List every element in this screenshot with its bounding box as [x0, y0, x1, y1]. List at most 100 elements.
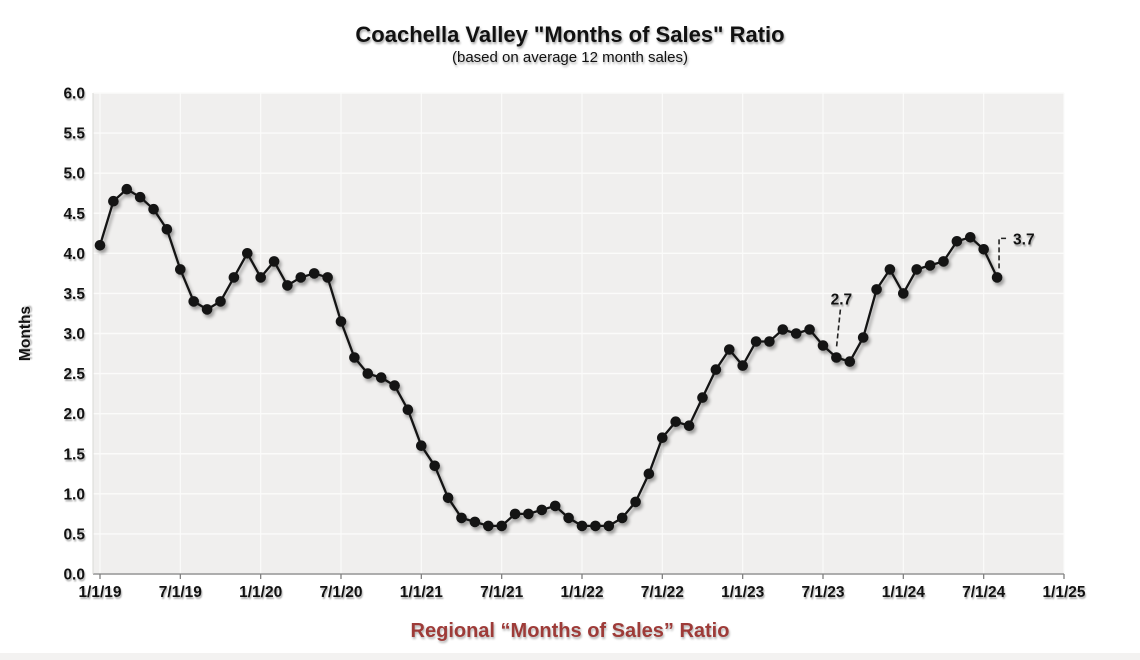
data-point-marker: [750, 336, 762, 347]
data-point-marker: [670, 416, 681, 428]
data-point-marker: [335, 316, 347, 327]
data-point-marker: [469, 516, 481, 528]
data-point-marker: [777, 324, 789, 335]
data-point-marker: [268, 256, 280, 267]
data-point-marker: [188, 296, 199, 307]
data-point-marker: [817, 340, 829, 351]
data-point-marker: [308, 268, 320, 279]
data-point-marker: [603, 520, 615, 532]
footer-label: Regional “Months of Sales” Ratio: [410, 620, 730, 642]
x-tick-label: 1/1/20: [239, 584, 282, 601]
data-point-marker: [965, 232, 976, 243]
data-point-marker: [871, 284, 882, 295]
annotation-leader: [998, 237, 1010, 269]
data-point-marker: [737, 360, 748, 371]
data-point-marker: [175, 264, 186, 275]
data-point-marker: [349, 352, 360, 363]
data-point-marker: [857, 332, 869, 343]
y-tick-label: 1.0: [63, 486, 85, 503]
data-point-marker: [590, 520, 601, 532]
data-point-marker: [509, 508, 521, 520]
data-point-marker: [844, 356, 856, 367]
data-point-marker: [322, 272, 333, 283]
y-tick-label: 5.0: [63, 166, 85, 183]
data-point-marker: [630, 496, 641, 508]
series-months-of-sales: [94, 183, 1003, 532]
data-point-marker: [456, 512, 467, 524]
x-tick-label: 7/1/19: [159, 584, 202, 601]
data-point-marker: [563, 512, 574, 524]
data-point-marker: [108, 195, 119, 207]
data-point-marker: [657, 432, 668, 444]
x-tick-label: 1/1/22: [560, 584, 603, 601]
data-point-marker: [536, 504, 548, 516]
data-point-marker: [951, 236, 963, 247]
y-tick-label: 6.0: [63, 86, 85, 103]
data-point-marker: [148, 203, 159, 215]
data-point-marker: [643, 468, 655, 480]
data-point-marker: [790, 328, 802, 339]
data-point-marker: [121, 183, 133, 195]
data-point-marker: [938, 256, 949, 267]
data-point-marker: [683, 420, 695, 432]
y-tick-label: 3.0: [63, 326, 85, 343]
y-tick-label: 4.0: [63, 246, 85, 263]
data-point-marker: [295, 272, 307, 283]
y-tick-label: 5.5: [63, 126, 85, 143]
data-point-marker: [898, 288, 909, 299]
x-tick-label: 1/1/23: [721, 584, 764, 601]
y-tick-label: 0.5: [63, 526, 85, 543]
x-tick-label: 1/1/19: [78, 584, 121, 601]
annotation-label: 2.7: [831, 292, 853, 309]
annotation-label: 3.7: [1013, 231, 1035, 248]
data-point-marker: [282, 280, 293, 291]
y-axis-title: Months: [17, 306, 34, 361]
data-point-marker: [215, 296, 226, 307]
x-tick-label: 1/1/21: [400, 584, 443, 601]
y-tick-label: 0.0: [63, 567, 85, 584]
x-tick-label: 7/1/23: [801, 584, 844, 601]
months-of-sales-line-chart: 1/1/19 7/1/19 1/1/20 7/1/20 1/1/21 7/1/21 1/1/…: [17, 86, 1086, 602]
data-point-marker: [375, 372, 387, 383]
y-tick-label: 3.5: [63, 286, 85, 303]
data-point-marker: [242, 248, 253, 259]
data-point-marker: [94, 240, 106, 251]
data-point-marker: [576, 520, 588, 532]
data-point-marker: [496, 520, 508, 532]
data-point-marker: [523, 508, 534, 520]
data-point-marker: [228, 272, 240, 283]
data-point-marker: [697, 392, 708, 403]
data-point-marker: [991, 272, 1003, 283]
x-tick-label: 7/1/22: [641, 584, 684, 601]
x-tick-label: 7/1/20: [319, 584, 362, 601]
data-point-marker: [911, 264, 922, 275]
bottom-edge-strip: [0, 653, 1140, 660]
data-point-marker: [161, 224, 173, 235]
y-tick-label: 4.5: [63, 206, 85, 223]
data-point-marker: [442, 492, 454, 504]
data-point-marker: [416, 440, 427, 452]
y-tick-label: 2.5: [63, 366, 85, 383]
data-point-marker: [764, 336, 775, 347]
x-tick-label: 1/1/24: [882, 584, 925, 601]
data-point-marker: [402, 404, 414, 416]
data-point-marker: [724, 344, 735, 355]
y-tick-label: 1.5: [63, 446, 85, 463]
annotation-leader: [835, 309, 842, 349]
data-point-marker: [884, 264, 896, 275]
data-point-marker: [134, 191, 146, 203]
data-point-marker: [616, 512, 628, 524]
x-tick-label: 7/1/21: [480, 584, 523, 601]
data-point-marker: [389, 380, 400, 391]
data-point-marker: [804, 324, 815, 335]
data-point-marker: [924, 260, 936, 271]
chart-subtitle: (based on average 12 month sales): [452, 49, 688, 66]
data-point-marker: [483, 520, 494, 532]
data-point-marker: [978, 244, 989, 255]
x-tick-label: 7/1/24: [962, 584, 1005, 601]
x-tick-label: 1/1/25: [1042, 584, 1085, 601]
data-point-marker: [831, 352, 842, 363]
y-tick-label: 2.0: [63, 406, 85, 423]
data-point-marker: [255, 272, 266, 283]
data-point-marker: [710, 364, 722, 375]
